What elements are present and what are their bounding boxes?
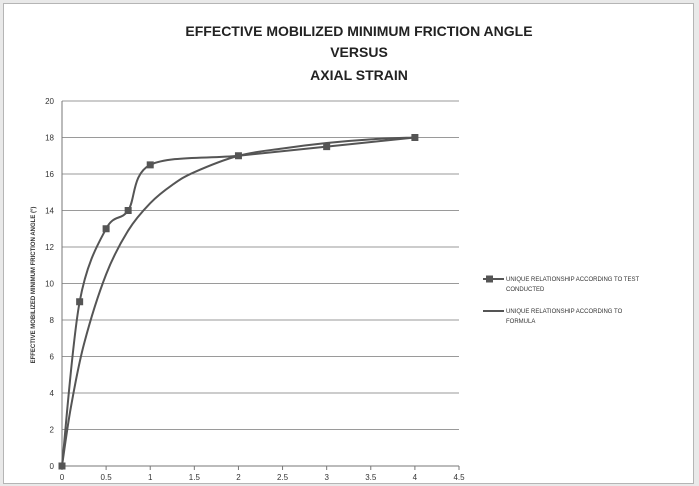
axes	[61, 101, 459, 467]
y-tick-label: 16	[45, 170, 54, 179]
title-line-3: AXIAL STRAIN	[310, 67, 408, 83]
x-tick-label: 2	[236, 473, 241, 482]
y-tick-label: 6	[50, 353, 55, 362]
series-line-2	[61, 136, 415, 467]
y-tick-label: 12	[45, 243, 54, 252]
data-point-marker	[146, 161, 154, 169]
series-line-1	[61, 136, 415, 467]
y-tick-label: 20	[45, 97, 54, 106]
chart-title: EFFECTIVE MOBILIZED MINIMUM FRICTION ANG…	[185, 23, 532, 83]
y-axis-ticks: 0 2 4 6 8 10 12 14 16 18 20	[45, 97, 54, 471]
legend-label-2: FORMULA	[506, 319, 535, 325]
x-tick-label: 2.5	[277, 473, 289, 482]
x-axis-ticks: 0 0.5 1 1.5 2 2.5 3 3.5 4 4.5	[60, 466, 465, 482]
data-point-marker	[124, 207, 132, 214]
gridlines	[62, 100, 459, 430]
y-tick-label: 0	[50, 462, 55, 471]
plot-area	[58, 134, 419, 470]
legend-label-1: UNIQUE RELATIONSHIP ACCORDING TO TEST	[506, 277, 639, 283]
data-point-marker	[323, 143, 331, 151]
x-tick-label: 0	[60, 473, 65, 482]
x-tick-label: 4.5	[453, 473, 465, 482]
y-axis-label: EFFECTIVE MOBILIZED MINIMUM FRICTION ANG…	[31, 207, 37, 364]
title-line-1: EFFECTIVE MOBILIZED MINIMUM FRICTION ANG…	[185, 23, 532, 39]
x-tick-label: 1.5	[189, 473, 201, 482]
chart-frame: EFFECTIVE MOBILIZED MINIMUM FRICTION ANG…	[3, 3, 694, 484]
y-tick-label: 2	[50, 426, 55, 435]
legend-label-1: CONDUCTED	[506, 287, 545, 293]
data-point-marker	[76, 298, 84, 306]
x-tick-label: 1	[148, 473, 153, 482]
y-tick-label: 14	[45, 207, 54, 216]
y-tick-label: 18	[45, 134, 54, 143]
legend: UNIQUE RELATIONSHIP ACCORDING TO TEST CON…	[483, 275, 639, 325]
data-point-marker	[102, 225, 110, 233]
legend-swatch-marker	[486, 275, 493, 283]
y-tick-label: 4	[50, 389, 55, 398]
chart: EFFECTIVE MOBILIZED MINIMUM FRICTION ANG…	[31, 23, 639, 482]
title-line-2: VERSUS	[330, 44, 388, 60]
x-tick-label: 3.5	[365, 473, 377, 482]
y-tick-label: 10	[45, 280, 54, 289]
y-tick-label: 8	[50, 316, 55, 325]
legend-label-2: UNIQUE RELATIONSHIP ACCORDING TO	[506, 309, 623, 315]
x-tick-label: 0.5	[101, 473, 113, 482]
x-tick-label: 3	[324, 473, 329, 482]
x-tick-label: 4	[413, 473, 418, 482]
